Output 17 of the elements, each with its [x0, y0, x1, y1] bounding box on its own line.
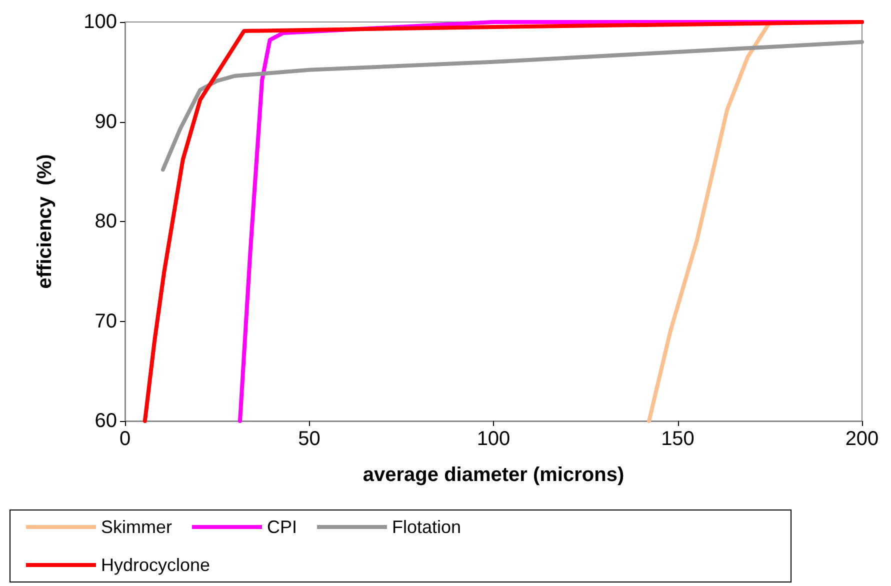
x-tick-label: 200 — [845, 428, 879, 450]
legend-label: Flotation — [392, 517, 462, 537]
legend-label: Skimmer — [101, 517, 172, 537]
y-tick-label: 70 — [94, 310, 117, 332]
y-axis-title: efficiency (%) — [34, 154, 56, 289]
x-axis-title: average diameter (microns) — [362, 464, 624, 486]
x-tick-label: 50 — [298, 428, 320, 450]
y-tick-label: 60 — [94, 410, 117, 432]
y-tick-label: 90 — [94, 110, 117, 133]
y-tick-label: 100 — [84, 11, 117, 33]
x-tick-label: 150 — [661, 428, 694, 450]
line-series — [160, 40, 864, 172]
legend-label: Hydrocyclone — [101, 555, 210, 575]
x-tick-label: 0 — [119, 428, 131, 450]
y-tick-label: 80 — [94, 210, 117, 232]
x-tick-label: 100 — [476, 428, 510, 450]
legend-label: CPI — [267, 517, 298, 537]
